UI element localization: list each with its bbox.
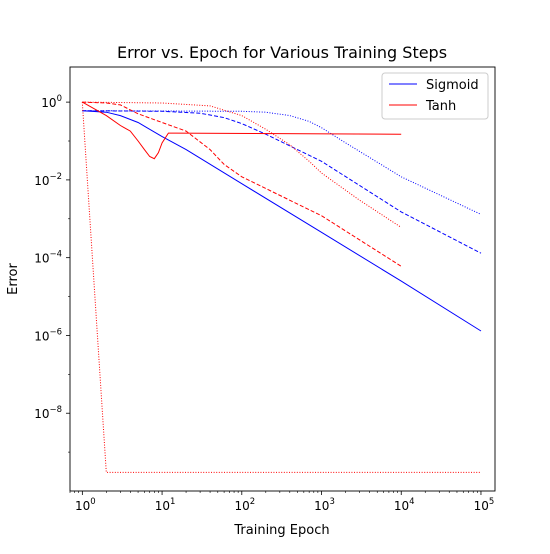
x-tick-label: 103 xyxy=(314,497,335,513)
plot-area xyxy=(81,101,482,473)
y-tick-label: 100 xyxy=(41,94,62,110)
series-line-tanh-solid-3 xyxy=(82,101,402,160)
x-tick-label: 102 xyxy=(234,497,255,513)
series-line-tanh-dotted-5 xyxy=(82,101,402,228)
x-tick-label: 100 xyxy=(75,497,96,513)
y-axis-label: Error xyxy=(6,263,21,295)
series-line-sigmoid-dashed-1 xyxy=(82,110,482,254)
series-line-tanh-dashed-4 xyxy=(82,101,402,267)
chart-title: Error vs. Epoch for Various Training Ste… xyxy=(117,43,447,62)
y-tick-label: 10−6 xyxy=(34,327,62,343)
x-tick-label: 105 xyxy=(474,497,495,513)
axes-frame xyxy=(69,66,496,492)
x-tick-label: 104 xyxy=(394,497,415,513)
x-axis-label: Training Epoch xyxy=(233,523,329,538)
x-tick-label: 101 xyxy=(155,497,176,513)
y-tick-label: 10−8 xyxy=(34,405,62,421)
legend: Sigmoid Tanh xyxy=(381,72,489,120)
series-line-sigmoid-solid-0 xyxy=(82,110,482,332)
legend-tanh-label: Tanh xyxy=(425,99,456,114)
y-tick-label: 10−2 xyxy=(34,172,62,188)
axis-ticks: 100 101 102 103 104 105 100 10−2 10−4 10−6 10−8 xyxy=(34,94,494,513)
legend-sigmoid-label: Sigmoid xyxy=(426,78,479,93)
y-tick-label: 10−4 xyxy=(34,250,62,266)
